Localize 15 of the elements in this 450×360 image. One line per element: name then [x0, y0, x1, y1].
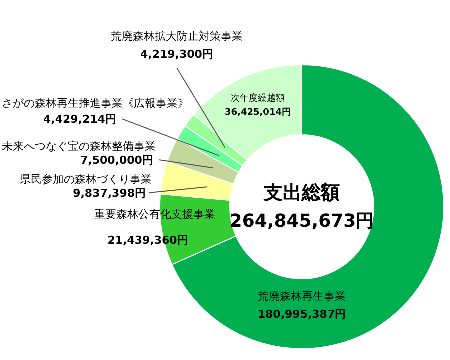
data-label: 4,429,214円: [44, 113, 116, 126]
data-label: 180,995,387円: [258, 308, 346, 321]
slice-label: 荒廃森林再生事業: [258, 290, 346, 303]
slice-label: 未来へつなぐ宝の森林整備事業: [2, 140, 156, 153]
data-label: 9,837,398円: [73, 187, 146, 200]
slice-label: さがの森林再生推進事業《広報事業》: [2, 97, 189, 110]
data-label: 4,219,300円: [140, 48, 214, 61]
slice-label: 次年度繰越額: [231, 93, 285, 104]
data-label: 7,500,000円: [80, 154, 154, 167]
text: 264,845,673円: [230, 211, 374, 232]
text: 支出総額: [263, 182, 340, 204]
data-label: 36,425,014円: [225, 107, 291, 118]
slice-label: 県民参加の森林づくり事業: [20, 173, 152, 186]
slice-label: 荒廃森林拡大防止対策事業: [111, 30, 243, 43]
slice-label: 重要森林公有化支援事業: [94, 208, 216, 221]
